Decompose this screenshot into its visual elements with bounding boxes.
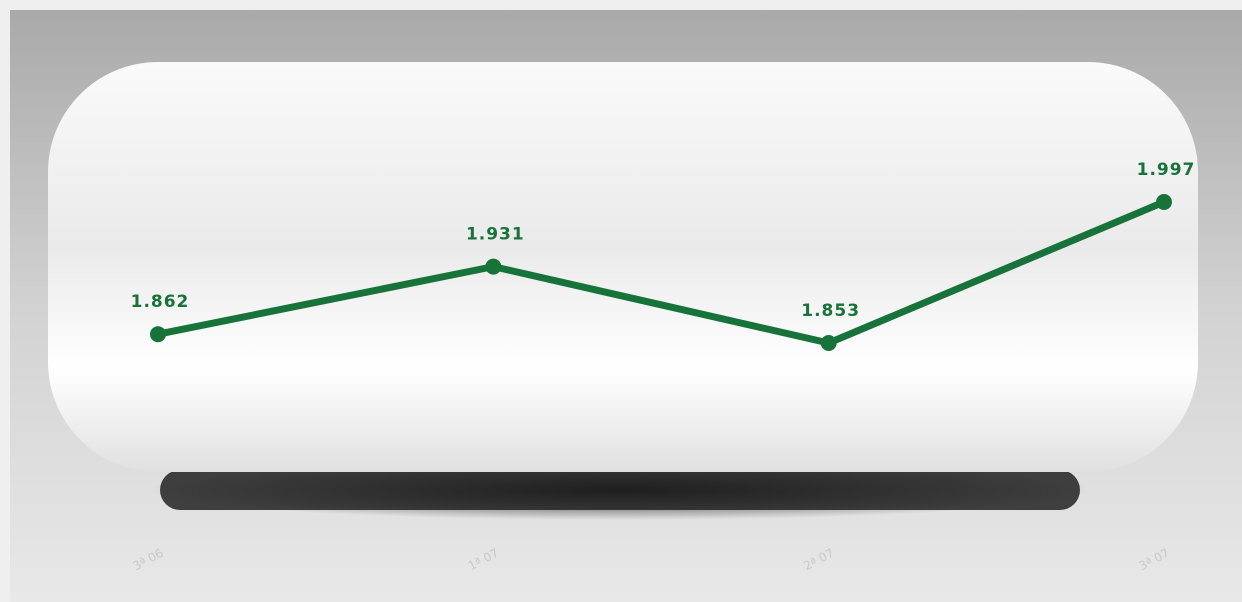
point [150,326,166,343]
point [485,258,502,275]
point [820,335,837,351]
value-label: 1.853 [801,301,860,321]
point [1156,194,1172,210]
value-label: 1.931 [466,225,525,245]
line [157,198,1166,347]
value-label: 1.997 [1137,160,1196,180]
pill [48,62,1198,472]
value-label: 1.862 [131,292,190,312]
base [160,470,1080,510]
